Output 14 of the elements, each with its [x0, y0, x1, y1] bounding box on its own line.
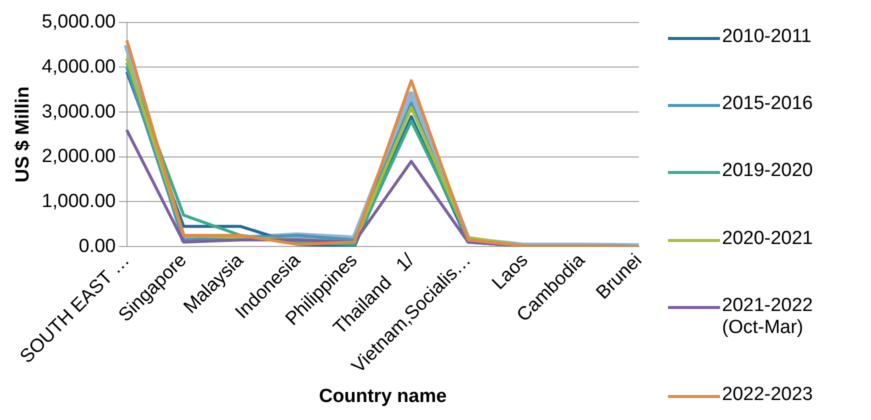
legend-label: 2020-2021: [722, 228, 814, 250]
legend-label: 2010-2011: [722, 26, 812, 48]
legend-label: 2019-2020: [722, 160, 814, 182]
legend-label: 2021-2022 (Oct-Mar): [722, 294, 814, 339]
x-axis-title: Country name: [318, 386, 447, 407]
y-tick-label: 5,000.00: [42, 12, 116, 33]
y-tick-label: 4,000.00: [42, 56, 116, 78]
legend-label: 2022-2023: [722, 384, 814, 406]
y-tick-label: 2,000.00: [42, 146, 116, 168]
y-tick-label: 0.00: [78, 236, 116, 257]
y-tick-label: 3,000.00: [42, 101, 116, 122]
legend-label: 2015-2016: [722, 93, 814, 116]
y-tick-label: 1,000.00: [42, 190, 116, 212]
y-axis-title: US $ Millin: [12, 86, 34, 183]
